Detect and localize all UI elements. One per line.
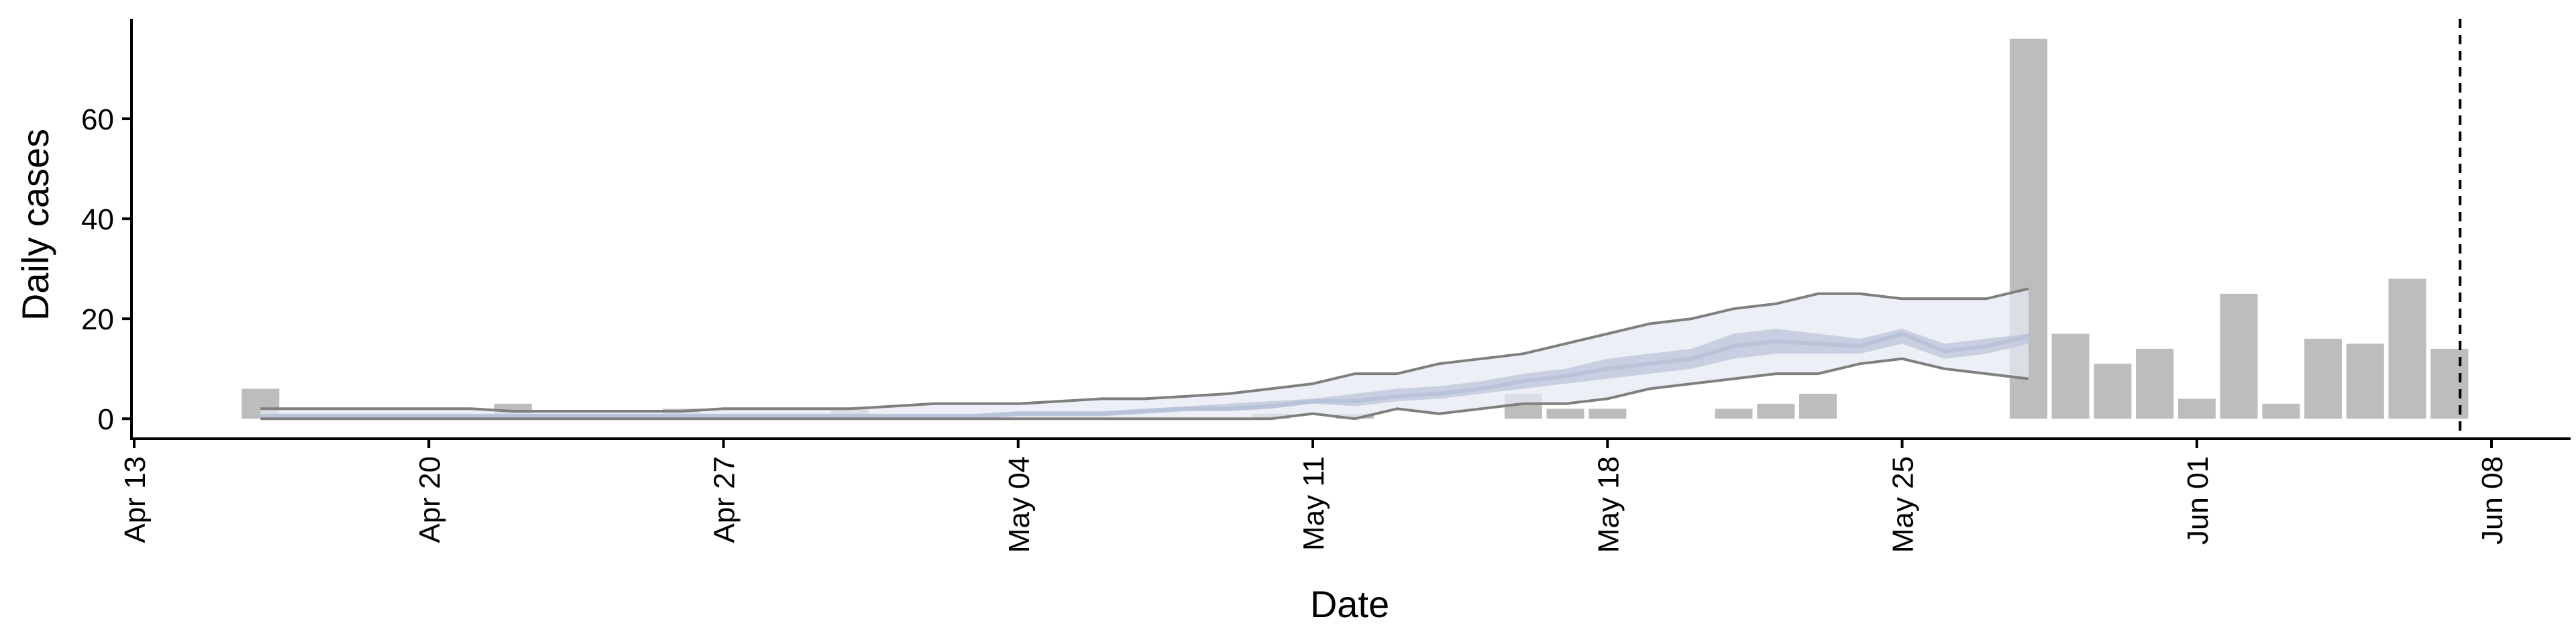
bar-2020-06-05	[2346, 343, 2384, 419]
y-tick-label-40: 40	[81, 203, 114, 236]
bar-2020-06-03	[2262, 403, 2300, 419]
projection-outer-band	[260, 288, 2029, 419]
x-tick-label-2020-06-08: Jun 08	[2476, 456, 2509, 545]
bar-2020-05-21	[1715, 409, 1753, 419]
x-tick-label-2020-05-25: May 25	[1887, 456, 1920, 553]
bar-2020-05-31	[2136, 348, 2174, 419]
bar-2020-05-29	[2051, 333, 2090, 419]
y-tick-label-0: 0	[98, 403, 114, 436]
bar-2020-06-06	[2388, 278, 2426, 419]
x-tick-label-2020-05-11: May 11	[1297, 456, 1330, 551]
x-tick-label-2020-05-04: May 04	[1003, 456, 1036, 553]
x-tick-label-2020-04-20: Apr 20	[413, 456, 446, 543]
y-tick-label-20: 20	[81, 303, 114, 336]
bar-2020-06-04	[2304, 339, 2342, 419]
bar-2020-05-17	[1546, 409, 1585, 419]
plot-area	[241, 19, 2469, 439]
bar-2020-05-23	[1799, 393, 1837, 419]
bar-2020-06-07	[2430, 348, 2469, 419]
y-axis-label: Daily cases	[14, 129, 56, 321]
bar-2020-05-22	[1757, 403, 1795, 419]
projection-median-line	[260, 331, 2029, 419]
bar-2020-06-02	[2220, 293, 2258, 419]
x-tick-label-2020-04-13: Apr 13	[119, 456, 152, 543]
projection-upper-line	[260, 287, 2029, 413]
projection-lower-line	[260, 357, 2029, 421]
x-tick-label-2020-04-27: Apr 27	[708, 456, 741, 543]
x-tick-label-2020-05-18: May 18	[1592, 456, 1625, 553]
bar-2020-06-01	[2178, 398, 2216, 419]
x-axis-label: Date	[1310, 583, 1389, 625]
bar-2020-05-30	[2094, 364, 2132, 419]
y-tick-label-60: 60	[81, 103, 114, 136]
x-tick-label-2020-06-01: Jun 01	[2182, 456, 2214, 545]
axes: 0 20 40 60 Apr 13 Apr 20 Apr 27 May 04 May 11 May…	[81, 19, 2571, 553]
bar-2020-05-18	[1589, 409, 1627, 419]
